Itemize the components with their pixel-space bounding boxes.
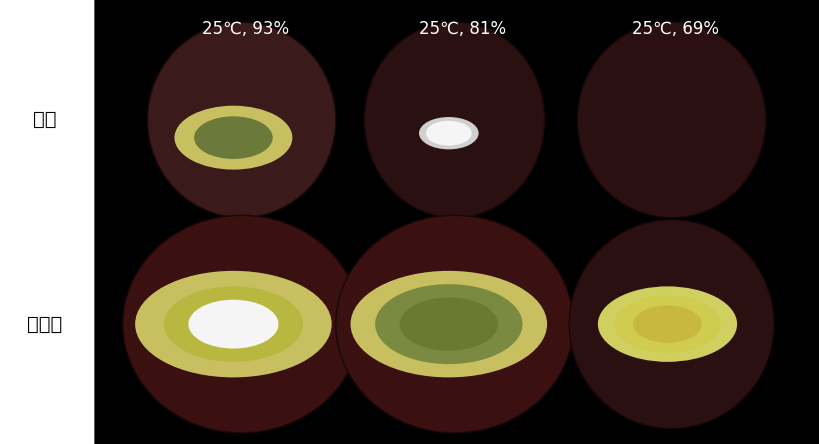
Circle shape (351, 271, 547, 377)
Text: 반건시: 반건시 (27, 315, 63, 333)
Circle shape (426, 121, 472, 146)
Ellipse shape (577, 22, 766, 218)
Circle shape (633, 305, 702, 343)
Circle shape (164, 286, 303, 362)
Ellipse shape (123, 215, 360, 433)
Text: 25℃, 81%: 25℃, 81% (419, 20, 506, 38)
Circle shape (614, 295, 721, 353)
Text: 25℃, 93%: 25℃, 93% (202, 20, 289, 38)
Circle shape (400, 297, 498, 351)
Text: 25℃, 69%: 25℃, 69% (632, 20, 719, 38)
Bar (0, 0, 94, 444)
Ellipse shape (147, 22, 336, 218)
Circle shape (194, 116, 273, 159)
Ellipse shape (364, 22, 545, 218)
Circle shape (188, 300, 278, 349)
Ellipse shape (569, 220, 774, 428)
Circle shape (419, 117, 478, 149)
Text: 건시: 건시 (34, 111, 57, 129)
Circle shape (375, 284, 523, 364)
Circle shape (174, 106, 292, 170)
Ellipse shape (336, 215, 573, 433)
Circle shape (598, 286, 737, 362)
Circle shape (135, 271, 332, 377)
